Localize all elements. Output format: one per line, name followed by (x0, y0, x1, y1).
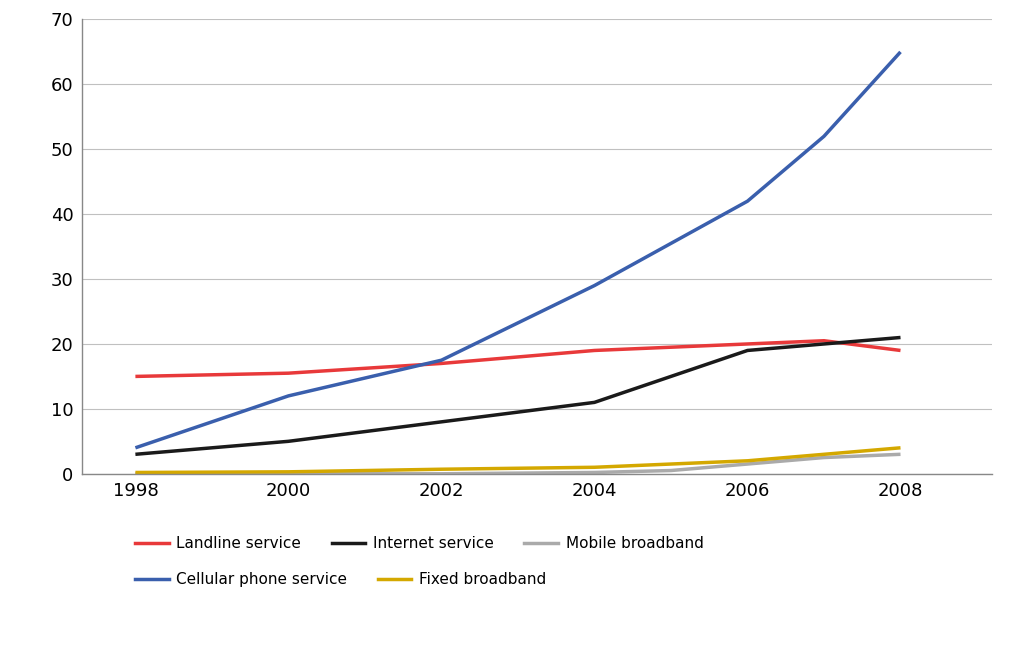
Cellular phone service (894, 48, 906, 56)
Line: Cellular phone service: Cellular phone service (135, 52, 900, 448)
Landline service (817, 337, 830, 345)
Mobile broadband (665, 467, 677, 474)
Landline service (436, 360, 448, 367)
Fixed broadband (129, 469, 141, 476)
Landline service (588, 347, 601, 354)
Internet service (436, 418, 448, 426)
Cellular phone service (129, 444, 141, 452)
Fixed broadband (282, 468, 295, 476)
Fixed broadband (742, 457, 754, 465)
Mobile broadband (742, 460, 754, 468)
Mobile broadband (129, 470, 141, 478)
Landline service (894, 347, 906, 354)
Cellular phone service (742, 197, 754, 205)
Mobile broadband (894, 450, 906, 458)
Internet service (588, 398, 601, 406)
Mobile broadband (436, 470, 448, 478)
Mobile broadband (588, 469, 601, 476)
Internet service (817, 340, 830, 348)
Cellular phone service (817, 132, 830, 140)
Landline service (742, 340, 754, 348)
Internet service (282, 437, 295, 445)
Landline service (282, 369, 295, 377)
Fixed broadband (588, 463, 601, 471)
Fixed broadband (894, 444, 906, 452)
Mobile broadband (817, 454, 830, 461)
Fixed broadband (665, 460, 677, 468)
Internet service (129, 450, 141, 458)
Line: Landline service: Landline service (135, 341, 900, 376)
Legend: Cellular phone service, Fixed broadband: Cellular phone service, Fixed broadband (135, 572, 546, 587)
Cellular phone service (588, 282, 601, 289)
Cellular phone service (436, 356, 448, 364)
Landline service (129, 373, 141, 380)
Fixed broadband (817, 450, 830, 458)
Fixed broadband (436, 465, 448, 473)
Internet service (742, 347, 754, 354)
Line: Internet service: Internet service (135, 337, 900, 454)
Mobile broadband (282, 470, 295, 478)
Line: Fixed broadband: Fixed broadband (135, 448, 900, 472)
Internet service (894, 334, 906, 341)
Cellular phone service (282, 392, 295, 400)
Line: Mobile broadband: Mobile broadband (135, 454, 900, 474)
